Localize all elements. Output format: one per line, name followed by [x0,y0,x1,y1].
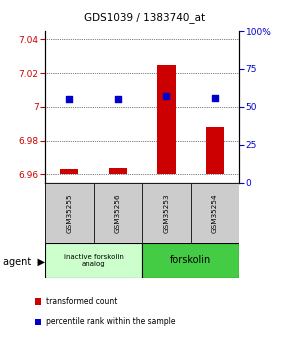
Point [67,97,72,102]
Bar [206,127,224,175]
Text: percentile rank within the sample: percentile rank within the sample [46,317,175,326]
Text: GSM35256: GSM35256 [115,193,121,233]
Text: GDS1039 / 1383740_at: GDS1039 / 1383740_at [84,12,206,23]
Bar [108,168,127,175]
Text: forskolin: forskolin [170,256,211,265]
Text: inactive forskolin
analog: inactive forskolin analog [64,254,124,267]
Point [115,97,120,102]
FancyBboxPatch shape [142,243,239,278]
FancyBboxPatch shape [45,183,93,243]
FancyBboxPatch shape [191,183,239,243]
Point [164,93,169,99]
FancyBboxPatch shape [45,243,142,278]
Bar [60,169,79,175]
Point [213,95,217,101]
FancyBboxPatch shape [45,183,239,243]
FancyBboxPatch shape [93,183,142,243]
Text: transformed count: transformed count [46,297,117,306]
Bar [157,65,176,175]
Text: agent  ▶: agent ▶ [3,257,45,267]
FancyBboxPatch shape [142,183,191,243]
Text: GSM35255: GSM35255 [66,193,72,233]
Text: GSM35253: GSM35253 [163,193,169,233]
Text: GSM35254: GSM35254 [212,193,218,233]
